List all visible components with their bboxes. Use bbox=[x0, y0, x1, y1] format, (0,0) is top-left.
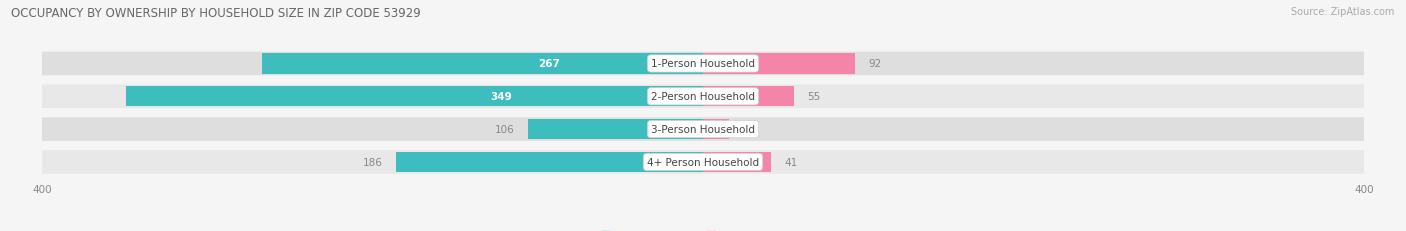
FancyBboxPatch shape bbox=[39, 118, 1367, 141]
Bar bbox=[262, 54, 703, 74]
Bar bbox=[127, 87, 703, 107]
Bar bbox=[527, 119, 703, 140]
Text: 3-Person Household: 3-Person Household bbox=[651, 125, 755, 134]
Bar bbox=[703, 87, 794, 107]
Text: 186: 186 bbox=[363, 157, 382, 167]
Bar bbox=[703, 119, 730, 140]
Text: 1-Person Household: 1-Person Household bbox=[651, 59, 755, 69]
Text: 16: 16 bbox=[742, 125, 756, 134]
FancyBboxPatch shape bbox=[39, 85, 1367, 109]
Bar bbox=[395, 152, 703, 172]
Text: Source: ZipAtlas.com: Source: ZipAtlas.com bbox=[1291, 7, 1395, 17]
Text: 349: 349 bbox=[491, 92, 512, 102]
Text: OCCUPANCY BY OWNERSHIP BY HOUSEHOLD SIZE IN ZIP CODE 53929: OCCUPANCY BY OWNERSHIP BY HOUSEHOLD SIZE… bbox=[11, 7, 420, 20]
Text: 4+ Person Household: 4+ Person Household bbox=[647, 157, 759, 167]
Legend: Owner-occupied, Renter-occupied: Owner-occupied, Renter-occupied bbox=[598, 226, 808, 231]
Text: 267: 267 bbox=[537, 59, 560, 69]
Text: 55: 55 bbox=[807, 92, 820, 102]
Bar bbox=[703, 54, 855, 74]
FancyBboxPatch shape bbox=[39, 52, 1367, 76]
Text: 106: 106 bbox=[495, 125, 515, 134]
Text: 92: 92 bbox=[868, 59, 882, 69]
Text: 41: 41 bbox=[785, 157, 797, 167]
FancyBboxPatch shape bbox=[39, 150, 1367, 174]
Text: 2-Person Household: 2-Person Household bbox=[651, 92, 755, 102]
Bar bbox=[703, 152, 770, 172]
